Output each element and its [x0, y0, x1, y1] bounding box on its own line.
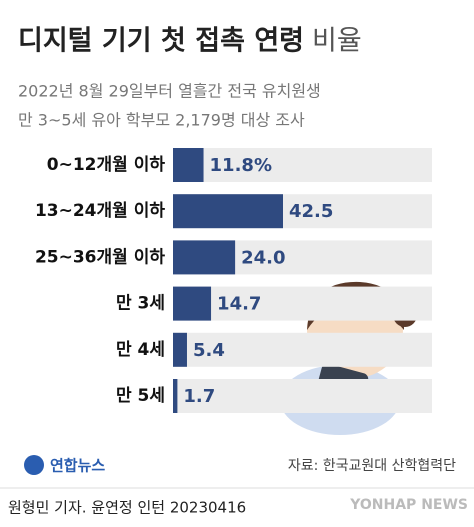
credit: 원형민 기자. 윤연정 인턴 20230416 — [8, 499, 246, 517]
subtitle: 2022년 8월 29일부터 열흘간 전국 유치원생 — [18, 82, 321, 101]
y-tick-label: 0~12개월 이하 — [47, 155, 166, 175]
chart-title: 디지털 기기 첫 접촉 연령 — [18, 26, 304, 57]
y-tick-label: 만 4세 — [116, 340, 165, 360]
bar-background — [173, 286, 432, 321]
bar — [173, 194, 283, 229]
bar-background — [173, 379, 432, 413]
value-label: 11.8% — [210, 155, 272, 176]
y-tick-label: 만 3세 — [116, 294, 165, 314]
bar — [173, 286, 212, 321]
y-tick-label: 25~36개월 이하 — [35, 247, 165, 267]
bar — [173, 240, 236, 275]
value-label: 24.0 — [241, 247, 285, 268]
bar-background — [173, 148, 432, 182]
logo: 연합뉴스 — [24, 455, 105, 475]
watermark: YONHAP NEWS — [349, 497, 468, 513]
source: 자료: 한국교원대 산학협력단 — [288, 458, 456, 474]
value-label: 1.7 — [183, 386, 215, 407]
bar-background — [173, 332, 432, 367]
chart-title-suffix: 비율 — [312, 26, 362, 57]
y-tick-label: 만 5세 — [116, 386, 165, 406]
value-label: 14.7 — [217, 294, 261, 315]
logo-text: 연합뉴스 — [50, 457, 105, 475]
value-label: 5.4 — [193, 340, 225, 361]
value-label: 42.5 — [289, 201, 333, 222]
bar — [173, 332, 187, 367]
bar — [173, 148, 204, 182]
subtitle: 만 3~5세 유아 학부모 2,179명 대상 조사 — [18, 111, 305, 130]
bar — [173, 379, 178, 413]
y-tick-label: 13~24개월 이하 — [35, 201, 165, 221]
